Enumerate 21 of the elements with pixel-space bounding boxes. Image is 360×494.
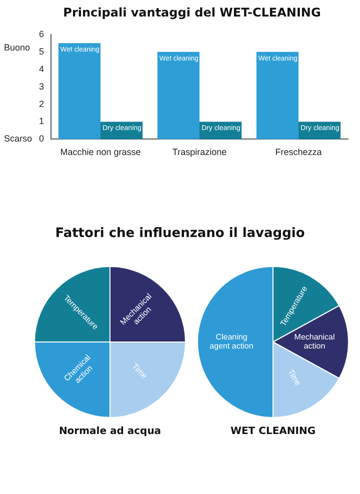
bar — [58, 43, 101, 140]
y-tick-label: 4 — [38, 64, 44, 74]
text: Buono — [4, 42, 30, 53]
y-tick-label: 0 — [38, 134, 44, 144]
text: WET CLEANING — [229, 426, 317, 437]
slice-label: Mechanical action — [294, 332, 335, 351]
text: Scarso — [4, 134, 32, 144]
bar — [256, 52, 298, 140]
x-tick-label: Freschezza — [275, 147, 322, 158]
slice-label: Cleaning agent action — [210, 332, 254, 351]
x-tick-label: Macchie non grasse — [60, 147, 141, 158]
text: Normale ad acqua — [58, 426, 162, 437]
x-tick-label: Traspirazione — [172, 147, 227, 158]
y-tick-label: 6 — [38, 28, 44, 39]
y-tick-label: 1 — [38, 116, 44, 126]
y-tick-label: 5 — [38, 46, 44, 56]
chart-title: Principali vantaggi del WET-CLEANING — [63, 5, 321, 20]
chart-title: Fattori che influenzano il lavaggio — [54, 226, 306, 241]
y-tick-label: 2 — [38, 98, 44, 109]
y-tick-label: 3 — [38, 81, 44, 92]
bar — [157, 52, 200, 140]
